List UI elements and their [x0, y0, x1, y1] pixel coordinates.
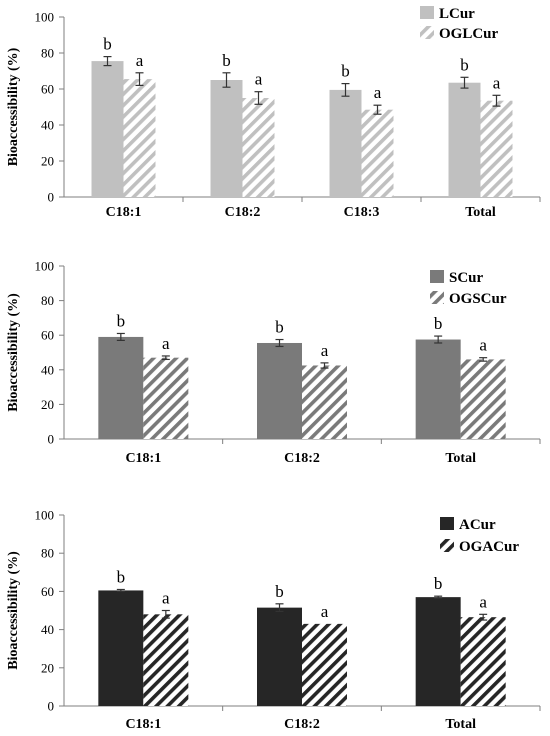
bar-SCur-Total [415, 339, 461, 439]
y-tick-label: 0 [48, 699, 55, 714]
significance-label: b [275, 582, 284, 601]
bar-LCur-C18:3 [329, 89, 362, 197]
legend-swatch-OGACur [440, 539, 454, 552]
y-axis-label: Bioaccessibility (%) [6, 47, 21, 166]
bar-OGACur-Total [460, 617, 506, 706]
x-tick-label: C18:2 [284, 717, 320, 732]
significance-label: a [479, 336, 487, 355]
y-tick-label: 80 [41, 546, 54, 561]
significance-label: a [162, 334, 170, 353]
significance-label: b [341, 62, 350, 81]
legend-label-OGSCur: OGSCur [449, 291, 507, 307]
chart-panel-3: 0 20 40 60 80 100 Bioaccessibility (%) C18:1 C18… [6, 508, 541, 732]
legend-label-OGACur: OGACur [459, 539, 519, 555]
x-tick-label: C18:1 [106, 205, 142, 220]
y-axis-label: Bioaccessibility (%) [6, 293, 21, 412]
bar-LCur-C18:1 [91, 61, 124, 197]
bar-OGLCur-C18:3 [361, 109, 394, 197]
y-tick-label: 80 [41, 46, 54, 61]
significance-label: b [222, 51, 231, 70]
bar-ACur-C18:1 [98, 590, 144, 706]
bar-OGSCur-C18:2 [302, 365, 347, 439]
y-tick-label: 40 [41, 622, 54, 637]
significance-label: b [103, 35, 112, 54]
y-tick-label: 60 [41, 328, 54, 343]
legend-swatch-ACur [440, 517, 454, 530]
y-tick-label: 60 [41, 82, 54, 97]
y-tick-label: 20 [41, 397, 54, 412]
significance-label: b [434, 574, 443, 593]
bar-LCur-C18:2 [210, 80, 243, 197]
bar-OGLCur-C18:1 [123, 79, 156, 197]
bar-OGSCur-Total [460, 359, 506, 439]
y-tick-label: 100 [35, 10, 55, 25]
y-tick-label: 20 [41, 660, 54, 675]
legend-swatch-SCur [430, 270, 444, 283]
y-axis-label: Bioaccessibility (%) [6, 551, 21, 670]
x-tick-label: Total [445, 717, 476, 732]
significance-label: b [117, 311, 126, 330]
x-tick-label: C18:1 [125, 717, 161, 732]
y-tick-label: 20 [41, 154, 54, 169]
bar-OGACur-C18:1 [143, 614, 189, 706]
significance-label: a [162, 589, 170, 608]
x-tick-label: Total [465, 205, 496, 220]
significance-label: b [275, 318, 284, 337]
bar-OGACur-C18:2 [302, 623, 347, 706]
bar-OGLCur-Total [480, 100, 513, 197]
significance-label: a [321, 341, 329, 360]
y-tick-label: 100 [35, 259, 55, 274]
x-tick-label: Total [445, 451, 476, 466]
legend-label-SCur: SCur [449, 270, 484, 286]
bar-ACur-C18:2 [257, 607, 302, 706]
y-tick-label: 40 [41, 118, 54, 133]
legend: SCur OGSCur [430, 270, 507, 307]
significance-label: b [117, 567, 126, 586]
bar-OGSCur-C18:1 [143, 357, 189, 439]
bar-OGLCur-C18:2 [242, 98, 275, 197]
y-tick-label: 0 [48, 432, 55, 447]
significance-label: b [460, 55, 469, 74]
significance-label: a [493, 73, 501, 92]
significance-label: a [136, 51, 144, 70]
significance-label: b [434, 314, 443, 333]
y-tick-label: 0 [48, 190, 55, 205]
y-tick-label: 60 [41, 584, 54, 599]
y-tick-label: 100 [35, 508, 55, 523]
legend-swatch-LCur [420, 6, 434, 19]
significance-label: a [321, 602, 329, 621]
bar-LCur-Total [448, 82, 481, 197]
legend-label-OGLCur: OGLCur [439, 26, 499, 42]
x-tick-label: C18:2 [225, 205, 261, 220]
y-tick-label: 40 [41, 362, 54, 377]
significance-label: a [374, 83, 382, 102]
legend-label-ACur: ACur [459, 517, 496, 533]
y-tick-label: 80 [41, 293, 54, 308]
legend: LCur OGLCur [420, 6, 499, 42]
chart-panel-1: 0 20 40 60 80 100 Bioaccessibility (%) C18:1 C18… [6, 6, 541, 220]
legend-swatch-OGSCur [430, 291, 444, 304]
legend-swatch-OGLCur [420, 26, 434, 39]
legend-label-LCur: LCur [439, 6, 475, 22]
bar-SCur-C18:2 [257, 342, 302, 439]
x-tick-label: C18:1 [125, 451, 161, 466]
x-tick-label: C18:3 [344, 205, 380, 220]
significance-label: a [479, 592, 487, 611]
bar-ACur-Total [415, 597, 461, 706]
chart-panel-2: 0 20 40 60 80 100 Bioaccessibility (%) C18:1 C18… [6, 259, 541, 466]
legend: ACur OGACur [440, 517, 519, 555]
significance-label: a [255, 70, 263, 89]
bar-SCur-C18:1 [98, 336, 144, 439]
x-tick-label: C18:2 [284, 451, 320, 466]
